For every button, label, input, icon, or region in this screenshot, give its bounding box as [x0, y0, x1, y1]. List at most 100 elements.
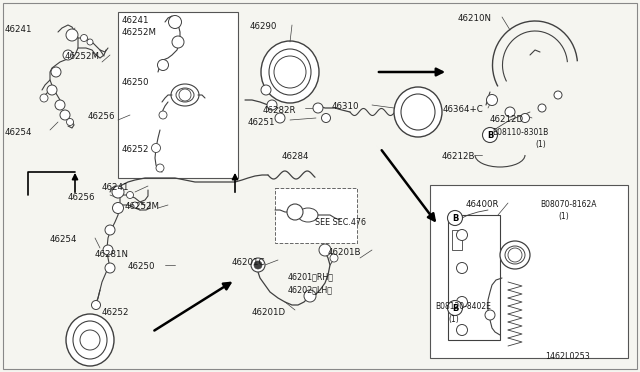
Ellipse shape [394, 87, 442, 137]
Circle shape [105, 225, 115, 235]
Text: 46282R: 46282R [263, 106, 296, 115]
Circle shape [287, 204, 303, 220]
Ellipse shape [401, 94, 435, 130]
Circle shape [157, 60, 168, 71]
Text: 46212D: 46212D [490, 115, 524, 124]
Ellipse shape [73, 321, 107, 359]
Text: 46290: 46290 [250, 22, 277, 31]
Circle shape [67, 119, 74, 125]
Text: 46201B: 46201B [328, 248, 362, 257]
Bar [452, 230, 462, 250]
Text: 46251: 46251 [248, 118, 275, 127]
Text: 46201D: 46201D [252, 308, 286, 317]
Circle shape [80, 330, 100, 350]
Bar [118, 12, 238, 178]
Text: B08120-8402E: B08120-8402E [435, 302, 491, 311]
Text: 46400R: 46400R [466, 200, 499, 209]
Circle shape [127, 192, 134, 199]
Text: 46252: 46252 [102, 308, 129, 317]
Text: B: B [452, 304, 458, 313]
Text: SEE SEC.476: SEE SEC.476 [315, 218, 366, 227]
Circle shape [60, 110, 70, 120]
Circle shape [66, 29, 78, 41]
Text: (1): (1) [448, 315, 459, 324]
Text: 46212B: 46212B [442, 152, 476, 161]
Circle shape [159, 111, 167, 119]
Circle shape [319, 244, 331, 256]
Circle shape [508, 248, 522, 262]
Text: 46281N: 46281N [95, 250, 129, 259]
Circle shape [105, 263, 115, 273]
Ellipse shape [298, 208, 318, 222]
Ellipse shape [176, 88, 194, 102]
Ellipse shape [505, 246, 525, 264]
Circle shape [275, 113, 285, 123]
Circle shape [112, 186, 124, 198]
Circle shape [51, 67, 61, 77]
Bar [448, 215, 500, 340]
Circle shape [132, 202, 138, 208]
Circle shape [321, 113, 330, 122]
Circle shape [172, 36, 184, 48]
Ellipse shape [171, 84, 199, 106]
Text: 46284: 46284 [282, 152, 310, 161]
Circle shape [330, 254, 338, 262]
Circle shape [47, 85, 57, 95]
Text: 46256: 46256 [88, 112, 115, 121]
Text: 46252M: 46252M [65, 52, 100, 61]
Text: (1): (1) [558, 212, 569, 221]
Text: 46254: 46254 [5, 128, 33, 137]
Circle shape [63, 50, 73, 60]
Text: 46241: 46241 [102, 183, 129, 192]
Circle shape [251, 258, 265, 272]
Circle shape [168, 16, 182, 29]
Text: 46254: 46254 [50, 235, 77, 244]
Circle shape [456, 324, 467, 336]
Text: 46252M: 46252M [125, 202, 160, 211]
Circle shape [152, 144, 161, 153]
Circle shape [447, 301, 463, 315]
Circle shape [485, 310, 495, 320]
Bar [275, 188, 357, 243]
Bar [430, 185, 628, 358]
Text: 46241: 46241 [5, 25, 33, 34]
Ellipse shape [66, 314, 114, 366]
Text: 1462L0253: 1462L0253 [545, 352, 589, 361]
Circle shape [179, 89, 191, 101]
Text: 46250: 46250 [128, 262, 156, 271]
Circle shape [456, 263, 467, 273]
Circle shape [55, 100, 65, 110]
Text: 46256: 46256 [68, 193, 95, 202]
Circle shape [483, 128, 497, 142]
Circle shape [447, 211, 463, 225]
Text: 46241: 46241 [122, 16, 150, 25]
Circle shape [92, 301, 100, 310]
Ellipse shape [261, 41, 319, 103]
Circle shape [261, 85, 271, 95]
Circle shape [103, 245, 113, 255]
Circle shape [505, 107, 515, 117]
Text: 46252M: 46252M [122, 28, 157, 37]
Circle shape [456, 230, 467, 241]
Circle shape [87, 39, 93, 45]
Circle shape [254, 261, 262, 269]
Circle shape [538, 104, 546, 112]
Text: B: B [452, 214, 458, 223]
Circle shape [456, 296, 467, 308]
Text: B: B [487, 131, 493, 140]
Text: B08070-8162A: B08070-8162A [540, 200, 596, 209]
Circle shape [486, 94, 497, 106]
Circle shape [267, 100, 277, 110]
Text: B08110-8301B: B08110-8301B [492, 128, 548, 137]
Circle shape [40, 94, 48, 102]
Ellipse shape [269, 49, 311, 95]
Circle shape [156, 164, 164, 172]
Text: (1): (1) [535, 140, 546, 149]
Circle shape [81, 35, 88, 42]
Text: 46210N: 46210N [458, 14, 492, 23]
Text: 46310: 46310 [332, 102, 360, 111]
Circle shape [113, 202, 124, 214]
Circle shape [554, 91, 562, 99]
Text: 46201C: 46201C [232, 258, 266, 267]
Circle shape [520, 113, 529, 122]
